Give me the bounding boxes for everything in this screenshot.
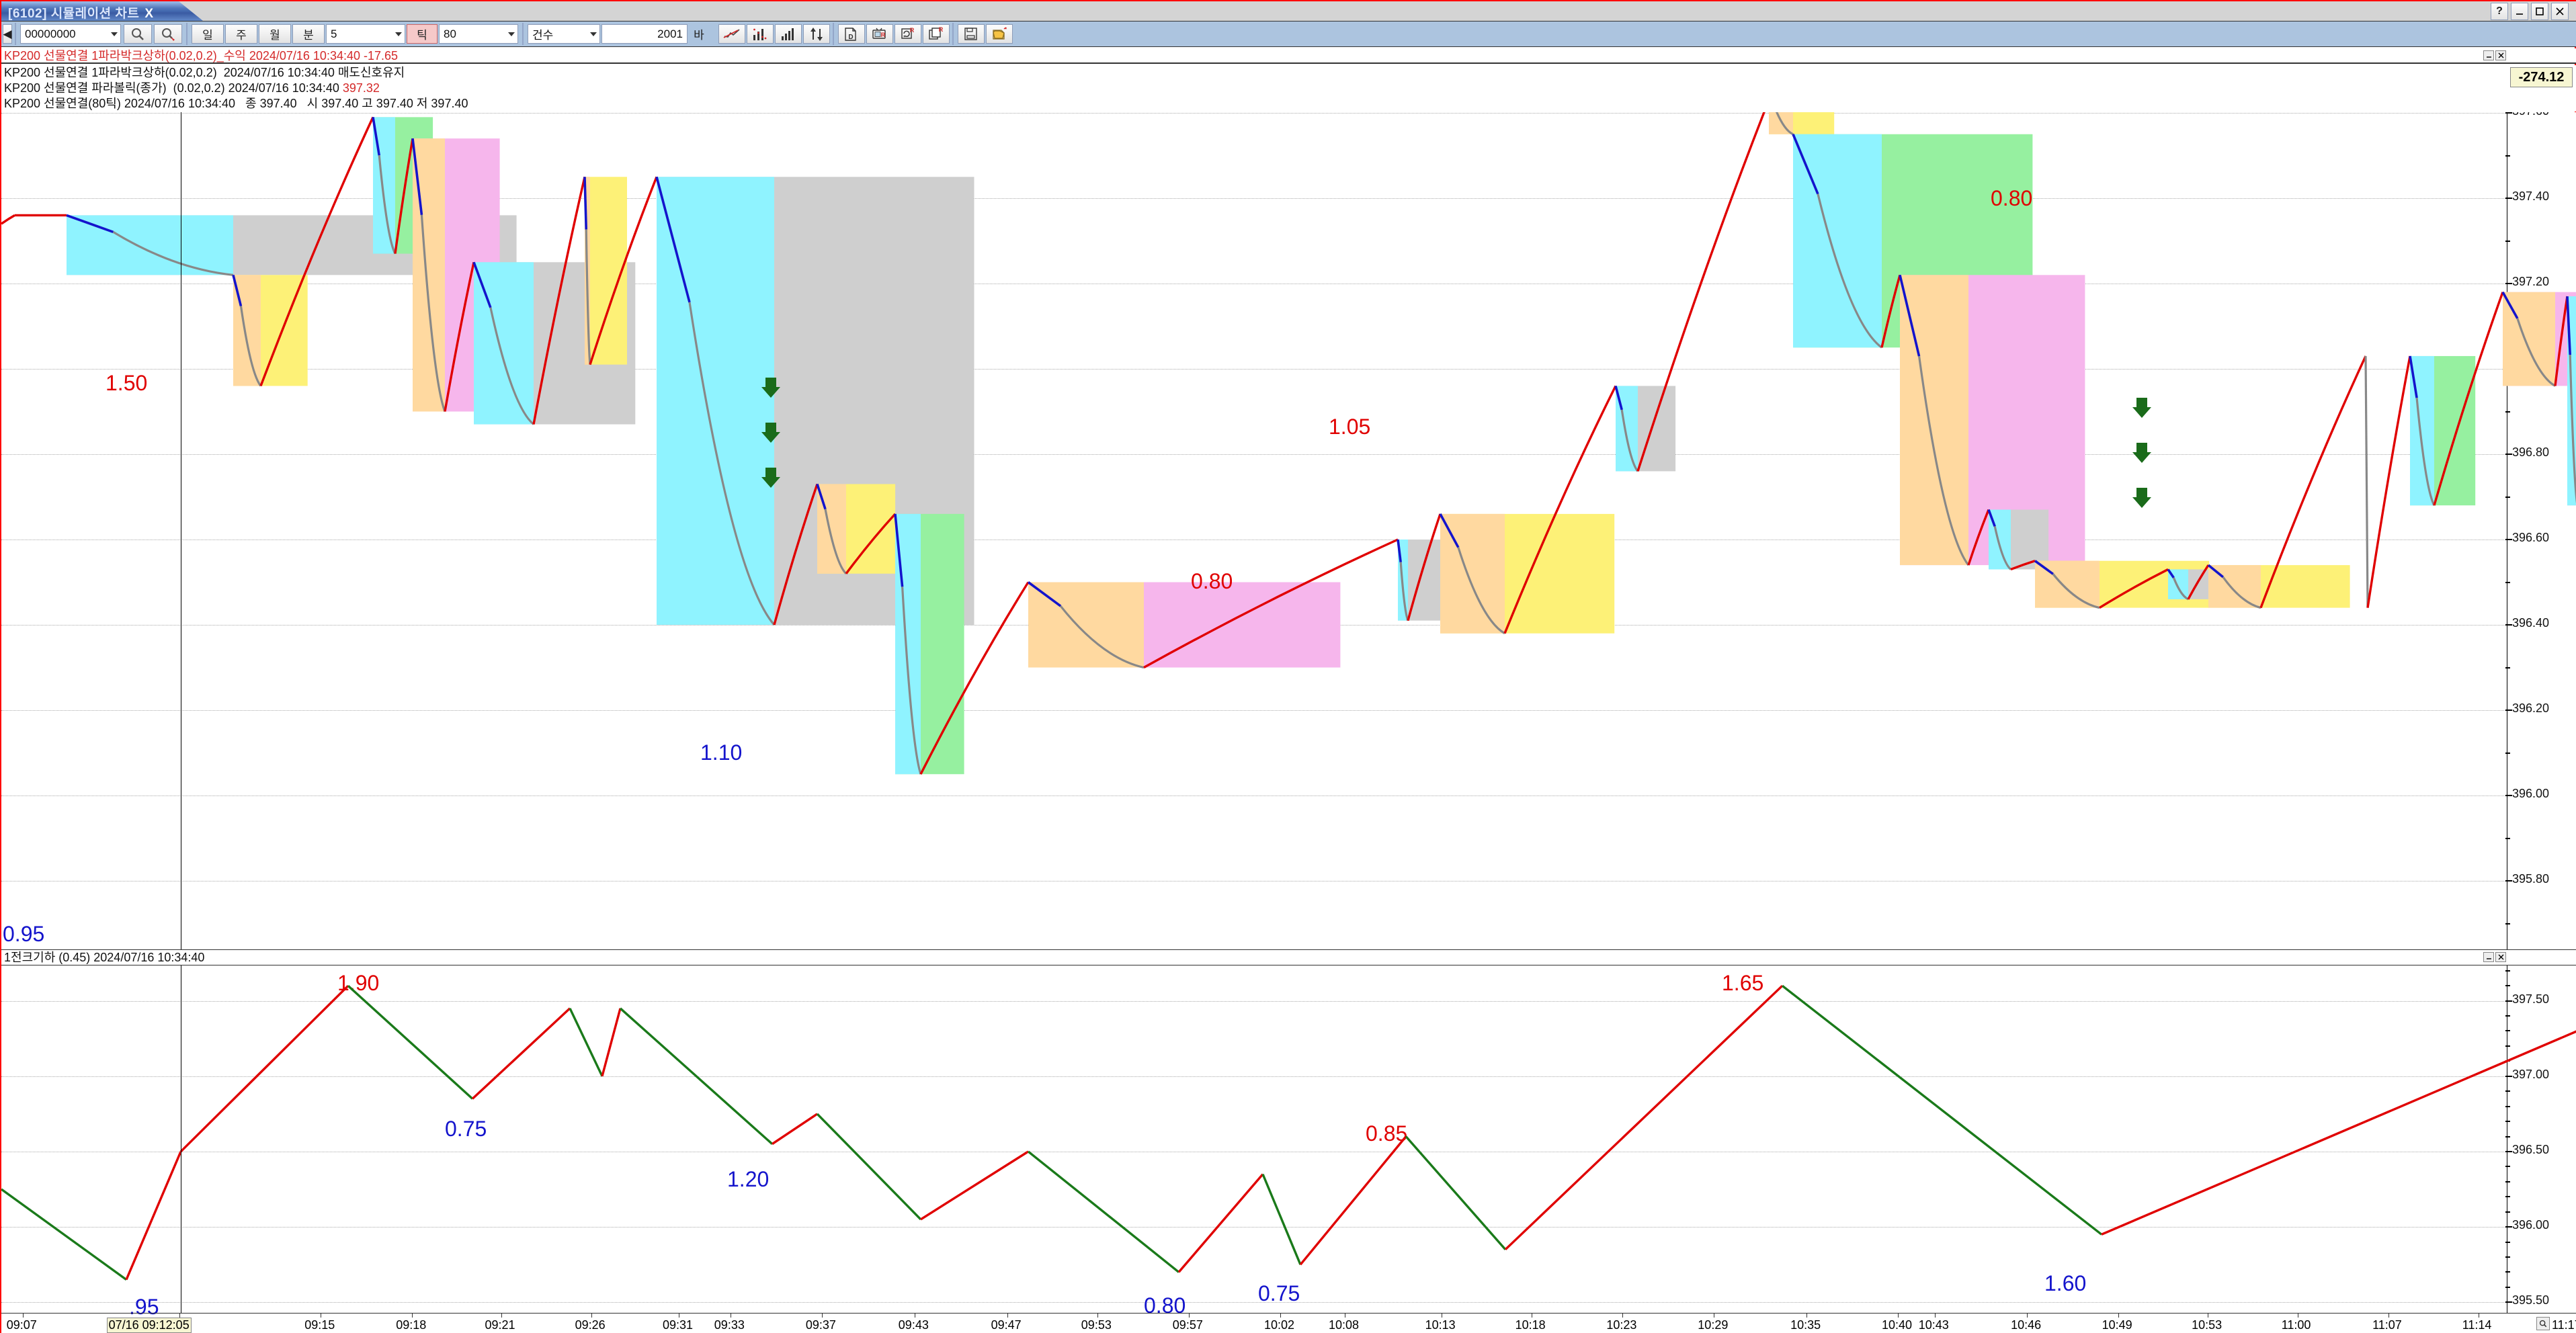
svg-text:D: D xyxy=(848,34,853,41)
svg-text:R: R xyxy=(939,27,944,33)
svg-text:R: R xyxy=(910,27,915,34)
svg-text:R: R xyxy=(881,32,886,38)
